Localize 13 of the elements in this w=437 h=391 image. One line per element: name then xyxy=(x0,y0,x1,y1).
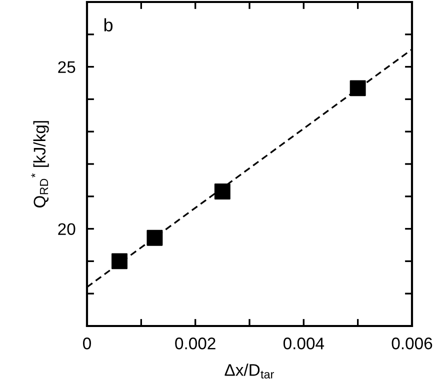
point xyxy=(112,253,128,270)
y-tick-label: 25 xyxy=(58,61,76,74)
annotation: b xyxy=(104,18,113,32)
x-tick-label: 0.002 xyxy=(175,338,216,350)
point xyxy=(146,230,163,246)
x-axis-title: Δx/D$_{tar}$ xyxy=(224,364,274,379)
y-tick-label: 20 xyxy=(58,223,76,236)
x-tick-label: 0.006 xyxy=(392,338,432,350)
point xyxy=(214,184,230,200)
point xyxy=(350,80,366,96)
x-tick-label: 0 xyxy=(83,338,91,350)
x-tick-label: 0.004 xyxy=(283,338,324,350)
y-axis-title: Q$_{RD}$$^{*}$ [kJ/kg] xyxy=(31,121,49,208)
